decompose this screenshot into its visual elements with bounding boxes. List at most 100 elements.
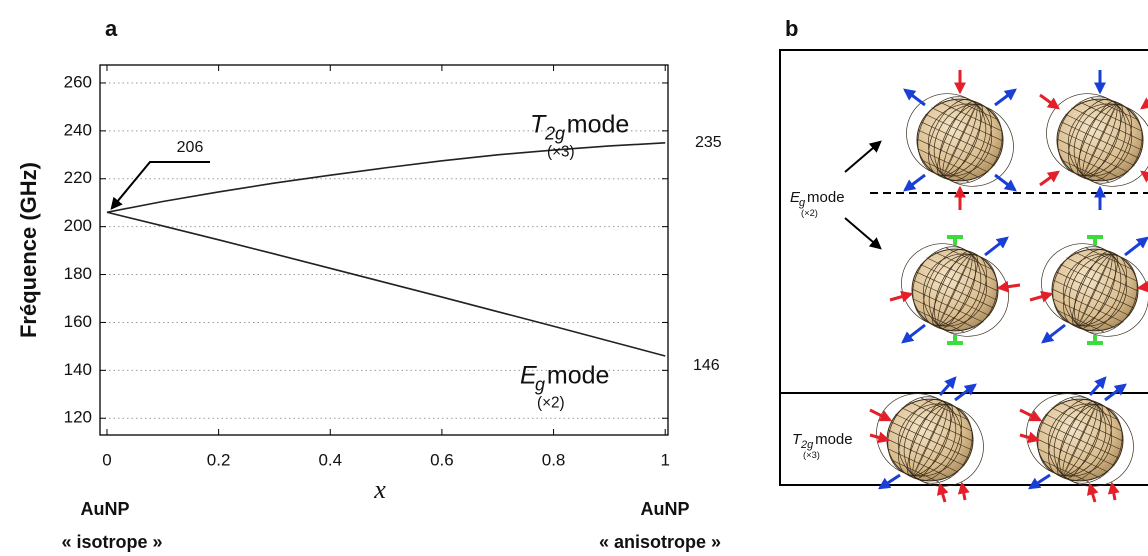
annotation: 235	[695, 134, 722, 151]
displacement-arrow	[901, 323, 926, 344]
x-tick-label: 0.2	[207, 450, 231, 469]
mode-multiplicity: (×2)	[801, 208, 818, 218]
mesh-line	[1038, 429, 1115, 466]
mesh-line	[912, 298, 976, 329]
mode-text: mode	[807, 189, 845, 206]
mode-subscript: 2g	[800, 439, 814, 451]
displacement-arrow	[996, 280, 1021, 293]
mesh-line	[915, 271, 995, 309]
footnote: « anisotrope »	[599, 532, 721, 552]
mesh-line	[916, 310, 964, 333]
mesh-line	[916, 138, 989, 173]
mesh-line	[918, 129, 995, 166]
mesh-line	[1066, 257, 1139, 292]
mesh-line	[931, 107, 1004, 142]
displacement-arrow	[957, 481, 970, 501]
y-tick-label: 160	[64, 312, 92, 331]
y-tick-label: 120	[64, 408, 92, 427]
mesh-line	[895, 414, 972, 451]
mesh-line	[1040, 421, 1120, 459]
displacement-arrow	[994, 88, 1017, 107]
y-tick-label: 200	[64, 216, 92, 235]
mesh-line	[911, 288, 984, 323]
mesh-line	[1071, 397, 1119, 420]
displacement-arrow	[984, 236, 1009, 257]
mesh-line	[1086, 247, 1134, 270]
displacement-arrow	[1124, 236, 1148, 257]
displacement-arrow	[1019, 431, 1041, 444]
mode-multiplicity: (×3)	[803, 450, 820, 460]
mesh-line	[1065, 114, 1142, 151]
mesh-line	[1053, 279, 1130, 316]
mesh-line	[917, 148, 981, 179]
mesh-line	[890, 421, 970, 459]
diagram-frame	[779, 49, 1148, 486]
plot-frame	[99, 64, 669, 436]
panel-label: b	[785, 16, 798, 41]
mesh-line	[891, 460, 939, 483]
x-tick-label: 0.8	[542, 450, 566, 469]
mode-subscript: g	[799, 197, 806, 209]
y-tick-label: 220	[64, 168, 92, 187]
displacement-arrow	[1039, 93, 1060, 110]
x-tick-label: 0.6	[430, 450, 454, 469]
displacement-arrow	[954, 383, 977, 402]
mode-text: mode	[567, 111, 630, 139]
mesh-line	[1051, 407, 1124, 442]
mesh-line	[925, 114, 1002, 151]
annotation: 206	[177, 139, 204, 156]
fixed-marker	[1087, 235, 1103, 345]
displacement-arrow	[1039, 170, 1060, 187]
mesh-line	[920, 264, 997, 301]
displacement-arrow	[1019, 408, 1043, 422]
displacement-arrow	[1104, 383, 1127, 402]
mesh-line	[939, 101, 1003, 132]
displacement-arrow	[1027, 473, 1051, 490]
displacement-arrow	[1086, 482, 1099, 503]
displacement-arrow	[994, 173, 1017, 192]
mesh-line	[1041, 460, 1089, 483]
mesh-line	[1045, 414, 1122, 451]
line-series	[106, 142, 666, 214]
mesh-line	[1052, 298, 1116, 329]
mode-symbol: T	[792, 431, 803, 448]
mesh-line	[926, 257, 999, 292]
mode-multiplicity: (×3)	[547, 143, 575, 160]
displacement-arrow	[1136, 280, 1148, 293]
x-tick-label: 1	[660, 450, 669, 469]
mesh-line	[909, 401, 973, 432]
annotation-arrow	[110, 161, 210, 210]
y-tick-label: 180	[64, 264, 92, 283]
y-tick-label: 240	[64, 120, 92, 139]
x-axis-label: x	[373, 475, 386, 504]
mode-subscript: 2g	[544, 124, 565, 144]
mesh-line	[1079, 101, 1143, 132]
mesh-line	[1057, 148, 1121, 179]
pointer-arrow	[844, 140, 882, 173]
mesh-line	[1060, 264, 1137, 301]
mesh-line	[1036, 438, 1109, 473]
y-tick-label: 260	[64, 72, 92, 91]
mode-symbol: E	[790, 189, 801, 206]
mode-symbol: T	[530, 111, 547, 139]
mesh-line	[1059, 401, 1123, 432]
mesh-line	[934, 251, 998, 282]
y-tick-label: 140	[64, 360, 92, 379]
displacement-arrow	[1140, 170, 1148, 183]
mesh-line	[946, 247, 994, 270]
displacement-arrow	[1029, 290, 1054, 303]
mode-text: mode	[815, 431, 853, 448]
displacement-arrow	[938, 376, 957, 396]
displacement-arrow	[869, 408, 893, 422]
mesh-line	[887, 448, 951, 479]
y-axis-label: Fréquence (GHz)	[16, 162, 41, 338]
mesh-line	[951, 97, 999, 120]
footnote: « isotrope »	[61, 532, 162, 552]
displacement-arrow	[877, 473, 901, 490]
mesh-line	[1056, 138, 1129, 173]
mode-subscript: g	[535, 375, 545, 395]
mesh-line	[1071, 107, 1144, 142]
displacement-arrow	[936, 482, 949, 503]
x-tick-label: 0.4	[318, 450, 342, 469]
footnote: AuNP	[641, 499, 690, 519]
